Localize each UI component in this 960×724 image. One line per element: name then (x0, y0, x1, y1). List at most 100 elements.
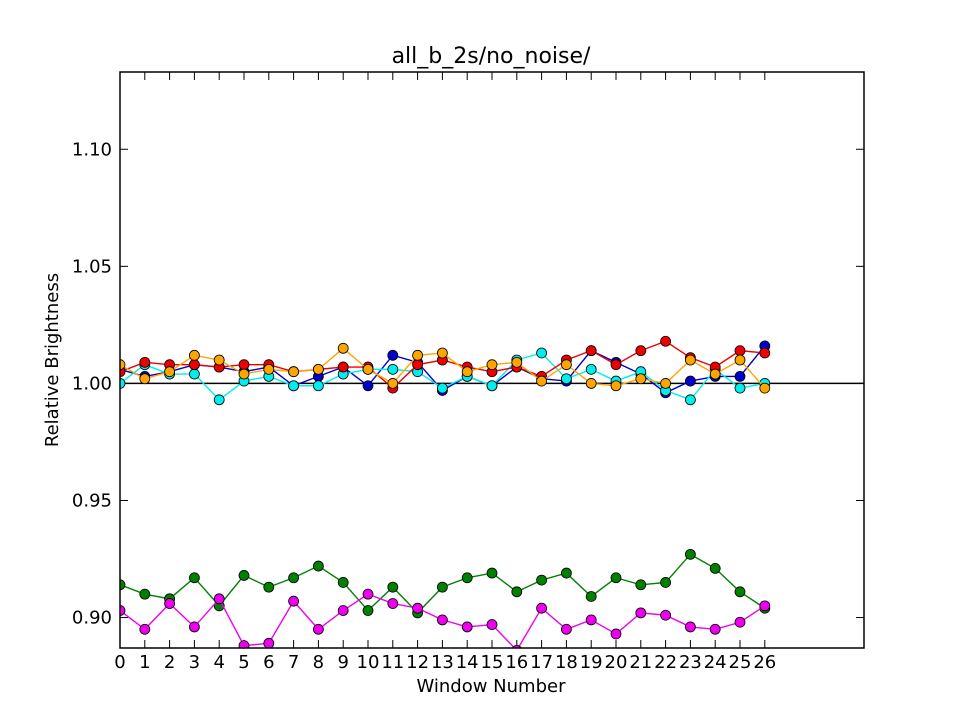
data-point (312, 560, 324, 572)
data-point (412, 349, 424, 361)
data-point (164, 366, 176, 378)
data-point (188, 572, 200, 584)
data-point (734, 586, 746, 598)
data-point (585, 345, 597, 357)
data-point (734, 354, 746, 366)
x-tick-label: 0 (114, 652, 125, 673)
x-tick-label: 22 (654, 652, 677, 673)
data-point (536, 375, 547, 387)
data-point (660, 378, 671, 389)
series-5 (120, 588, 771, 648)
data-point (164, 598, 176, 609)
data-point (238, 640, 250, 648)
data-point (759, 382, 771, 394)
x-tick-label: 23 (679, 652, 702, 673)
x-tick-label: 5 (238, 652, 249, 673)
data-point (238, 359, 250, 371)
data-point (139, 588, 151, 600)
data-point (213, 593, 225, 605)
data-point (263, 581, 275, 593)
data-point (213, 394, 225, 406)
data-point (461, 621, 473, 633)
data-point (486, 380, 498, 392)
data-point (337, 361, 349, 373)
x-tick-label: 11 (381, 652, 404, 673)
data-point (511, 356, 523, 368)
data-point (362, 605, 374, 616)
data-point (734, 345, 746, 357)
data-point (120, 579, 126, 591)
data-point (685, 375, 696, 387)
data-point (536, 574, 547, 586)
x-tick-label: 18 (555, 652, 578, 673)
data-point (412, 602, 424, 614)
data-point (312, 380, 324, 392)
data-point (561, 373, 572, 385)
data-point (139, 373, 151, 385)
data-point (486, 619, 498, 630)
x-tick-label: 10 (357, 652, 380, 673)
data-point (536, 602, 547, 614)
y-tick-label: 1.00 (72, 373, 112, 394)
chart-title: all_b_2s/no_noise/ (392, 44, 591, 69)
data-point (610, 628, 622, 640)
data-point (288, 366, 300, 378)
y-axis-label: Relative Brightness (42, 273, 63, 447)
data-point (709, 623, 721, 635)
data-point (734, 616, 746, 628)
data-point (436, 347, 448, 359)
x-tick-label: 19 (580, 652, 603, 673)
data-point (436, 382, 448, 394)
x-tick-label: 15 (481, 652, 504, 673)
data-point (734, 382, 746, 394)
data-point (188, 368, 200, 380)
data-point (585, 591, 597, 602)
data-point (238, 368, 250, 380)
data-point (120, 605, 126, 616)
x-tick-label: 7 (288, 652, 299, 673)
data-point (312, 363, 324, 375)
data-point (685, 354, 696, 366)
data-point (337, 342, 349, 354)
data-point (660, 577, 671, 588)
data-point (610, 359, 622, 371)
data-point (635, 579, 647, 591)
data-point (660, 335, 671, 347)
x-tick-label: 8 (313, 652, 324, 673)
data-point (685, 394, 696, 406)
data-point (387, 598, 399, 609)
x-tick-label: 26 (753, 652, 776, 673)
data-point (759, 347, 771, 359)
x-tick-label: 13 (431, 652, 454, 673)
x-tick-label: 9 (337, 652, 348, 673)
data-point (387, 581, 399, 593)
data-point (511, 586, 523, 598)
series-group (120, 335, 864, 648)
plot-area-frame (119, 71, 865, 649)
data-point (685, 621, 696, 633)
x-tick-label: 2 (164, 652, 175, 673)
data-point (759, 600, 771, 612)
data-point (263, 363, 275, 375)
data-point (635, 373, 647, 385)
data-point (387, 378, 399, 389)
y-tick-label: 0.95 (72, 490, 112, 511)
data-point (685, 548, 696, 560)
data-point (263, 637, 275, 648)
data-point (436, 614, 448, 626)
data-point (188, 359, 200, 371)
data-point (120, 378, 126, 389)
y-tick-label: 1.10 (72, 139, 112, 160)
data-point (337, 605, 349, 616)
x-tick-label: 3 (189, 652, 200, 673)
x-tick-label: 25 (729, 652, 752, 673)
x-tick-label: 14 (456, 652, 479, 673)
data-point (585, 363, 597, 375)
data-point (362, 588, 374, 600)
data-point (387, 349, 399, 361)
data-point (709, 368, 721, 380)
data-point (734, 370, 746, 382)
data-point (288, 595, 300, 607)
